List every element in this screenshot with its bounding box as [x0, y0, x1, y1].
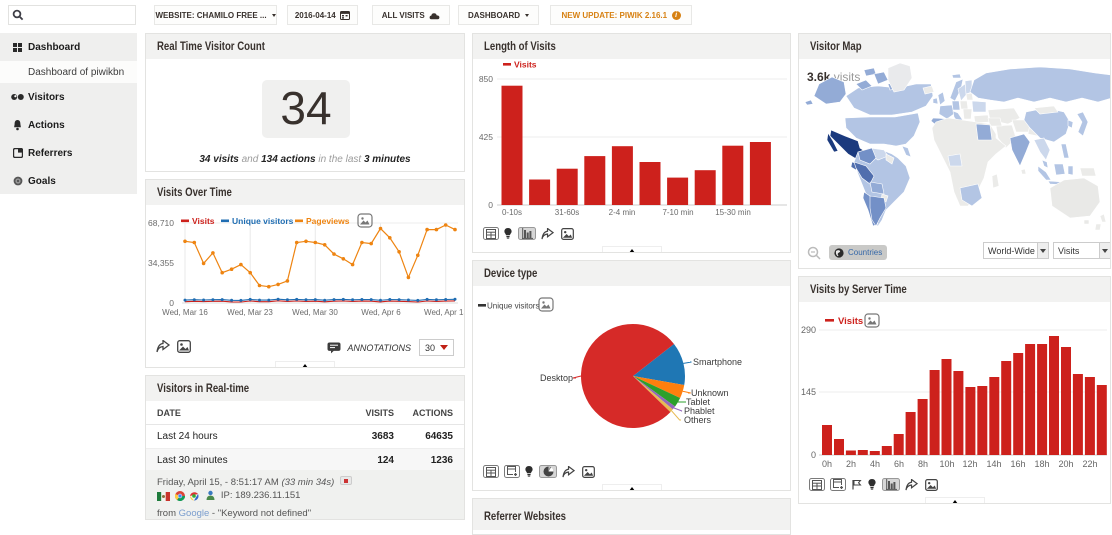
svg-text:8h: 8h: [918, 459, 928, 469]
svg-text:7-10 min: 7-10 min: [662, 208, 693, 217]
svg-text:16h: 16h: [1010, 459, 1025, 469]
svg-text:Wed, Mar 23: Wed, Mar 23: [227, 308, 273, 317]
svg-text:Others: Others: [684, 415, 712, 425]
svg-text:Phablet: Phablet: [684, 406, 715, 416]
svg-text:0h: 0h: [822, 459, 832, 469]
svg-text:12h: 12h: [962, 459, 977, 469]
svg-text:0: 0: [169, 298, 174, 308]
svg-text:Smartphone: Smartphone: [693, 357, 742, 367]
svg-text:Visits: Visits: [514, 60, 537, 70]
svg-text:2-4 min: 2-4 min: [609, 208, 636, 217]
svg-text:Unknown: Unknown: [691, 388, 729, 398]
svg-text:4h: 4h: [870, 459, 880, 469]
svg-text:6h: 6h: [894, 459, 904, 469]
svg-text:31-60s: 31-60s: [555, 208, 579, 217]
svg-text:0-10s: 0-10s: [502, 208, 522, 217]
svg-text:0: 0: [811, 450, 816, 460]
svg-text:0: 0: [488, 200, 493, 210]
svg-text:Tablet: Tablet: [686, 397, 711, 407]
svg-text:68,710: 68,710: [148, 218, 174, 228]
svg-text:Visits: Visits: [192, 216, 215, 226]
svg-text:34,355: 34,355: [148, 258, 174, 268]
svg-text:Unique visitors: Unique visitors: [232, 216, 294, 226]
svg-text:Visits: Visits: [838, 316, 863, 327]
svg-text:10h: 10h: [939, 459, 954, 469]
svg-text:20h: 20h: [1058, 459, 1073, 469]
svg-text:145: 145: [801, 387, 816, 397]
svg-text:22h: 22h: [1082, 459, 1097, 469]
svg-text:Unique visitors: Unique visitors: [487, 302, 539, 311]
svg-text:Wed, Mar 30: Wed, Mar 30: [292, 308, 338, 317]
svg-text:290: 290: [801, 325, 816, 335]
svg-text:Wed, Apr 13: Wed, Apr 13: [424, 308, 464, 317]
svg-text:850: 850: [479, 74, 493, 84]
svg-text:Pageviews: Pageviews: [306, 216, 350, 226]
svg-text:425: 425: [479, 132, 493, 142]
svg-text:18h: 18h: [1034, 459, 1049, 469]
svg-text:Wed, Apr 6: Wed, Apr 6: [361, 308, 401, 317]
svg-text:14h: 14h: [986, 459, 1001, 469]
svg-text:Wed, Mar 16: Wed, Mar 16: [162, 308, 208, 317]
svg-text:Desktop: Desktop: [540, 373, 573, 383]
svg-text:2h: 2h: [846, 459, 856, 469]
svg-text:15-30 min: 15-30 min: [715, 208, 751, 217]
